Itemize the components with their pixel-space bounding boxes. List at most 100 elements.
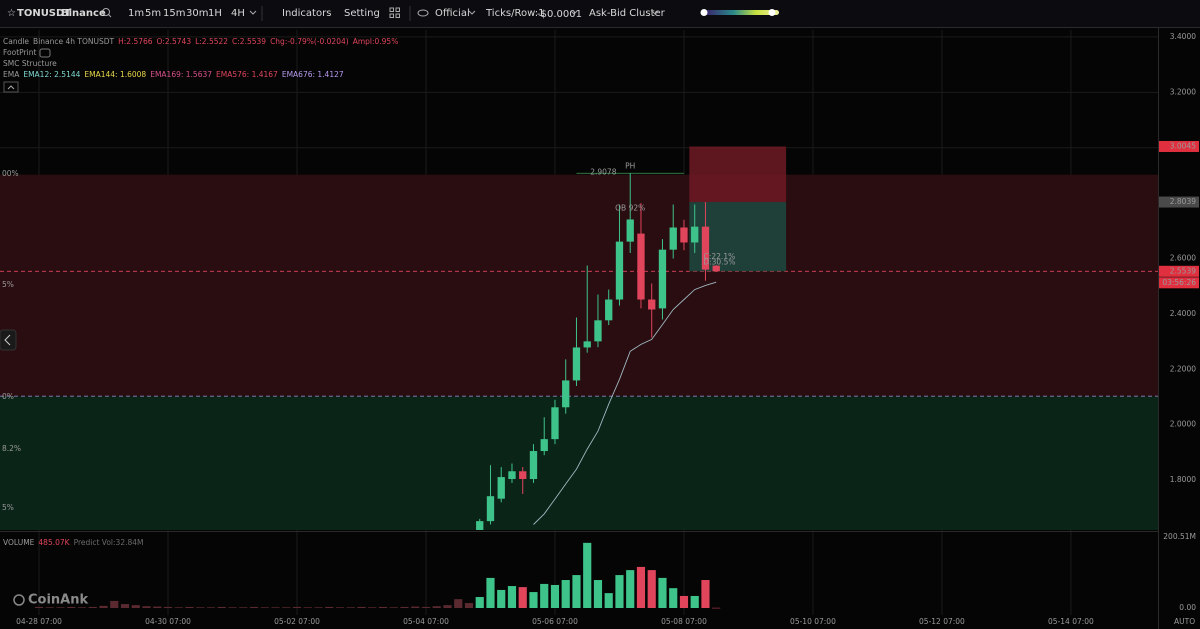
scale-mode[interactable]: AUTO [1174, 617, 1195, 626]
price-pane [0, 146, 1158, 530]
volume-bar [497, 589, 506, 608]
volume-bar [443, 605, 452, 608]
candle-body [615, 241, 624, 300]
legend-item: H:2.5766 [118, 37, 153, 46]
volume-bar [110, 600, 119, 608]
x-tick-label: 05-14 07:00 [1048, 617, 1094, 626]
legend-item: C:2.5539 [232, 37, 266, 46]
grid-icon[interactable] [389, 7, 400, 18]
volume-bar [604, 593, 613, 608]
volume-bar [486, 577, 495, 608]
volume-bar [131, 605, 140, 608]
ema-line [533, 281, 717, 525]
interval-button[interactable]: 1H [208, 8, 222, 19]
collapse-arrow [4, 334, 11, 346]
chevron [570, 10, 578, 15]
volume-bar [572, 575, 581, 608]
candle-body [508, 471, 516, 480]
search-icon[interactable] [102, 8, 110, 16]
x-tick-label: 05-12 07:00 [919, 617, 965, 626]
interval-button[interactable]: 15m [163, 8, 185, 19]
chevron [468, 10, 476, 15]
volume-bar [185, 606, 194, 608]
volume-bar [206, 607, 216, 608]
volume-bar [228, 607, 237, 608]
level-label: 2.9078 [590, 167, 616, 176]
volume-bar [325, 606, 334, 608]
interval-button[interactable]: 30m [186, 8, 208, 19]
volume-bar [647, 570, 656, 608]
annotation: D:30.5% [703, 258, 735, 267]
interval-button[interactable]: 4H [231, 8, 245, 19]
ticks-select[interactable]: Ticks/Row:1 [485, 8, 544, 19]
interval-button[interactable]: 5m [145, 8, 161, 19]
volume-bar [303, 607, 312, 608]
volume-bar [626, 570, 635, 608]
x-tick-label: 05-04 07:00 [403, 617, 449, 626]
candle-body [583, 341, 591, 348]
price-marker [1159, 265, 1199, 277]
zone-label: 00% [2, 169, 19, 178]
hide-icon[interactable] [39, 48, 51, 58]
legend-item: Predict Vol:32.84M [74, 538, 144, 547]
volume-bar [153, 606, 162, 608]
volume-bar [701, 580, 710, 608]
y-tick-label: 2.6000 [1170, 254, 1196, 263]
legend-item[interactable]: FootPrint [3, 48, 36, 57]
indicators-button[interactable]: Indicators [282, 8, 331, 19]
slider-handle[interactable] [700, 9, 708, 16]
price-marker [1159, 196, 1199, 208]
volume-bar [540, 583, 549, 608]
candle-body [562, 380, 570, 408]
candle-body [572, 347, 581, 381]
interval-button[interactable]: 1m [128, 8, 144, 19]
legend-toggle[interactable] [3, 81, 19, 93]
legend-item: EMA12: 2.5144 [23, 70, 80, 79]
volume-bar [357, 606, 366, 608]
heat-slider[interactable] [703, 10, 779, 15]
volume-tick-label: 200.51M [1163, 532, 1196, 541]
volume-bar [561, 580, 570, 608]
legend-item: L:2.5522 [195, 37, 228, 46]
volume-bar [163, 606, 173, 608]
chevron [651, 10, 659, 15]
x-tick-label: 04-30 07:00 [145, 617, 191, 626]
symbol[interactable]: TONUSDT [17, 8, 71, 19]
volume-bar [583, 542, 592, 608]
volume-bar [432, 606, 441, 608]
y-tick-label: 1.8000 [1170, 475, 1196, 484]
volume-bar [411, 606, 420, 608]
annotation: OB 92% [615, 204, 645, 213]
eye-icon[interactable] [417, 9, 429, 17]
candle-body [680, 227, 688, 243]
volume-bar [292, 606, 302, 608]
volume-bar [593, 580, 603, 608]
source-select[interactable]: Official [435, 8, 470, 19]
cluster-select[interactable]: Ask-Bid Cluster [589, 8, 666, 19]
candle-body [519, 471, 527, 480]
volume-bar [99, 605, 108, 608]
volume-bar [346, 607, 355, 608]
toolbar [0, 0, 1200, 27]
legend-item[interactable]: SMC Structure [3, 59, 57, 68]
star-icon[interactable]: ☆ [7, 8, 16, 19]
legend-item: VOLUME [3, 538, 35, 547]
slider-handle[interactable] [768, 9, 776, 16]
volume-bar [712, 607, 721, 609]
candle-body [637, 233, 645, 300]
price-marker-label: 3.0045 [1170, 141, 1196, 150]
x-tick-label: 05-10 07:00 [790, 617, 836, 626]
volume-bar [45, 607, 54, 608]
collapse-button[interactable] [0, 329, 17, 351]
candle-body [626, 219, 634, 242]
volume-bar [260, 607, 269, 608]
legend-item: EMA144: 1.6008 [84, 70, 146, 79]
setting-button[interactable]: Setting [344, 8, 380, 19]
volume-bar [389, 607, 398, 608]
zone-label: 0% [2, 392, 14, 401]
tick-size[interactable]: -$0.0001 [537, 9, 582, 20]
exchange[interactable]: Binance [61, 8, 106, 19]
candle-body [594, 320, 602, 342]
